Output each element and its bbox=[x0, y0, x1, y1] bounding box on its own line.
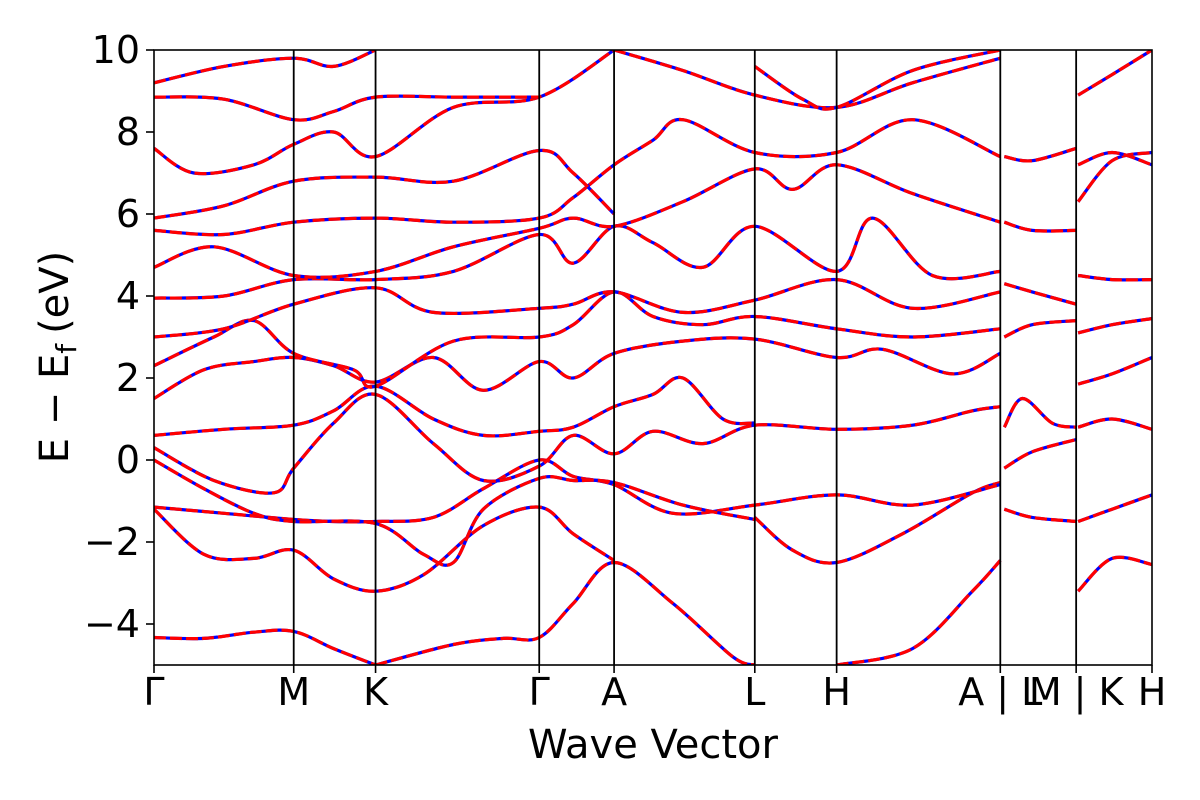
y-axis: 10 8 6 4 2 0 −2 −4 bbox=[84, 28, 154, 646]
y-axis-label-subscript: f bbox=[50, 343, 83, 354]
plot-frame bbox=[153, 49, 1153, 666]
x-tick-label-3: Γ bbox=[529, 670, 550, 714]
band-line-red-12 bbox=[154, 216, 1001, 300]
band-line-red-30 bbox=[1077, 417, 1152, 431]
x-tick-label-7: A | L bbox=[958, 670, 1042, 715]
band-line-red-20 bbox=[753, 50, 1001, 111]
y-tick-label-7: −4 bbox=[84, 602, 140, 646]
band-line-blue-0 bbox=[154, 628, 377, 665]
band-line-red-26 bbox=[1003, 507, 1077, 524]
x-tick-label-0: Γ bbox=[143, 670, 164, 714]
band-line-red-24 bbox=[1003, 220, 1077, 233]
x-tick-label-4: A bbox=[601, 670, 627, 714]
x-axis: Γ M K Γ A L H A | LM | K H bbox=[143, 665, 1166, 715]
x-tick-label-5: L bbox=[744, 670, 765, 714]
band-line-blue-10 bbox=[154, 290, 1001, 389]
band-line-red-34 bbox=[1076, 150, 1152, 203]
band-line-red-3 bbox=[154, 505, 615, 593]
band-line-red-32 bbox=[1077, 317, 1152, 335]
x-tick-label-8: M | K bbox=[1029, 670, 1125, 715]
band-line-blue-2 bbox=[836, 559, 1002, 665]
band-line-red-11 bbox=[154, 277, 1001, 339]
band-line-blue-12 bbox=[154, 216, 1001, 300]
y-tick-label-6: −2 bbox=[84, 520, 140, 564]
band-line-blue-16 bbox=[154, 50, 615, 176]
band-line-blue-3 bbox=[154, 505, 615, 593]
y-tick-label-5: 0 bbox=[116, 438, 140, 482]
band-line-blue-9 bbox=[154, 336, 1002, 400]
band-line-red-16 bbox=[154, 50, 615, 176]
kpoint-lines bbox=[292, 50, 1078, 665]
x-tick-label-9: H bbox=[1138, 670, 1167, 714]
band-line-blue-15 bbox=[154, 148, 616, 220]
y-tick-label-1: 8 bbox=[116, 110, 140, 154]
y-tick-label-0: 10 bbox=[92, 28, 140, 72]
band-line-red-28 bbox=[1076, 555, 1152, 593]
bands-layer bbox=[154, 50, 1152, 665]
band-line-red-2 bbox=[836, 559, 1002, 665]
band-line-red-29 bbox=[1077, 493, 1152, 524]
band-line-red-15 bbox=[154, 148, 616, 220]
band-line-red-27 bbox=[1003, 437, 1077, 470]
y-axis-label-unit: (eV) bbox=[32, 251, 78, 334]
band-line-red-21 bbox=[1002, 396, 1077, 429]
x-axis-label: Wave Vector bbox=[528, 722, 779, 768]
band-line-red-31 bbox=[1077, 356, 1152, 386]
x-tick-label-2: K bbox=[363, 670, 389, 714]
band-line-red-1 bbox=[375, 560, 756, 665]
y-tick-label-3: 4 bbox=[116, 274, 140, 318]
band-line-red-18 bbox=[154, 50, 377, 85]
band-line-blue-19 bbox=[613, 50, 1001, 110]
x-tick-label-6: H bbox=[822, 670, 851, 714]
band-line-red-9 bbox=[154, 336, 1002, 400]
band-line-red-33 bbox=[1077, 273, 1152, 282]
band-line-blue-18 bbox=[154, 50, 377, 85]
y-axis-label-main: E − E bbox=[32, 354, 78, 464]
x-tick-label-1: M bbox=[277, 670, 310, 714]
band-line-red-36 bbox=[1077, 50, 1152, 97]
band-line-red-22 bbox=[1003, 319, 1077, 339]
band-line-red-8 bbox=[154, 375, 756, 438]
band-line-red-7 bbox=[154, 392, 1001, 495]
band-line-red-35 bbox=[1077, 150, 1152, 167]
band-line-red-19 bbox=[613, 50, 1001, 110]
band-line-red-25 bbox=[1003, 146, 1077, 163]
band-line-red-17 bbox=[154, 94, 540, 122]
band-line-red-10 bbox=[154, 290, 1001, 389]
y-tick-label-2: 6 bbox=[116, 192, 140, 236]
band-line-blue-28 bbox=[1076, 555, 1152, 593]
y-axis-label: E − Ef (eV) bbox=[32, 251, 83, 464]
band-line-red-23 bbox=[1003, 282, 1077, 306]
band-line-red-0 bbox=[154, 628, 377, 665]
y-tick-label-4: 2 bbox=[116, 356, 140, 400]
